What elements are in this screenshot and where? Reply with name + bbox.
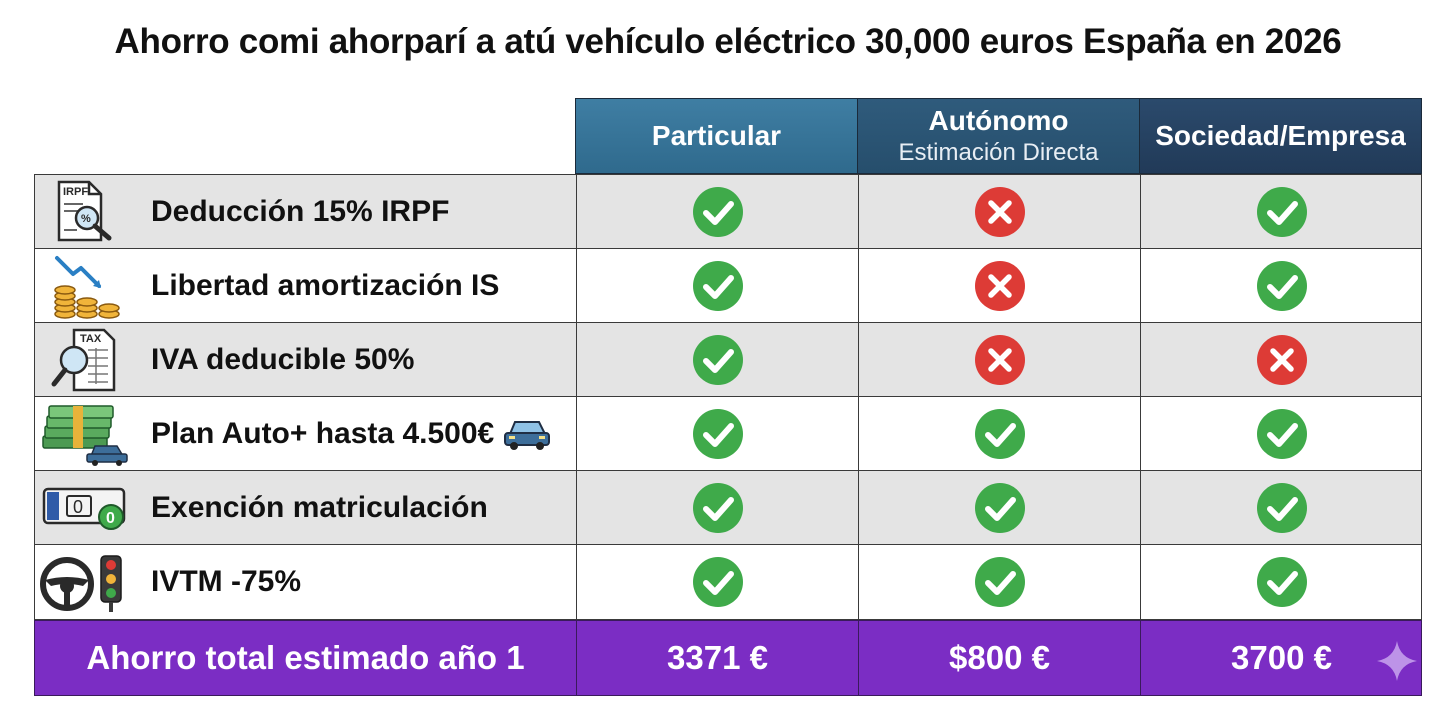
check-icon [692,408,743,459]
check-icon [692,482,743,533]
comparison-table: Particular Autónomo Estimación Directa S… [34,98,1422,696]
check-icon [1256,482,1307,533]
cross-icon [1256,334,1307,385]
row-label: IVTM -75% [151,565,302,598]
sparkle-icon [1377,641,1417,681]
check-icon [974,408,1025,459]
check-icon [692,186,743,237]
cross-icon [974,334,1025,385]
total-value-sociedad: 3700 € [1140,621,1422,695]
check-icon [974,557,1025,607]
coins-chart-icon [35,249,135,322]
check-icon [692,334,743,385]
page-title: Ahorro comi ahorparí a atú vehículo eléc… [114,22,1342,61]
table-row: Plan Auto+ hasta 4.500€ [34,396,1422,471]
row-label: Exención matriculación [151,490,488,524]
svg-text:0: 0 [73,497,83,517]
table-row: Libertad amortización IS [34,248,1422,323]
svg-text:%: % [81,213,91,225]
column-header-sublabel: Estimación Directa [898,139,1099,166]
cross-icon [974,186,1025,237]
table-row: IRPF % Deducción 15% IRPF [34,174,1422,249]
svg-text:IRPF: IRPF [63,186,88,198]
total-value-particular: 3371 € [576,621,858,695]
svg-text:TAX: TAX [80,333,102,345]
row-label: IVA deducible 50% [151,342,415,376]
table-row: IVTM -75% [34,544,1422,620]
row-label: Libertad amortización IS [151,268,500,302]
svg-text:0: 0 [106,510,115,527]
column-header-label: Autónomo [928,105,1069,136]
column-header-label: Particular [651,120,782,151]
cross-icon [974,260,1025,311]
check-icon [692,557,743,607]
column-header-particular: Particular [575,98,858,174]
money-car-icon [35,397,135,470]
total-row: Ahorro total estimado año 1 3371 € $800 … [34,620,1422,696]
steering-traffic-icon [35,545,135,619]
table-row: 0 0 Exención matriculación [34,470,1422,545]
car-icon [502,416,552,452]
column-header-autonomo: Autónomo Estimación Directa [857,98,1140,174]
total-value-autonomo: $800 € [858,621,1140,695]
total-label: Ahorro total estimado año 1 [86,639,525,676]
column-header-label: Sociedad/Empresa [1155,120,1406,151]
check-icon [1256,408,1307,459]
license-plate-icon: 0 0 [35,471,135,544]
check-icon [692,260,743,311]
irpf-document-icon: IRPF % [35,175,135,248]
table-row: TAX IVA deducible 50% [34,322,1422,397]
tax-document-icon: TAX [35,323,135,396]
column-header-sociedad: Sociedad/Empresa [1139,98,1422,174]
row-label: Deducción 15% IRPF [151,194,450,228]
check-icon [1256,260,1307,311]
check-icon [1256,186,1307,237]
row-label: Plan Auto+ hasta 4.500€ [151,416,495,450]
check-icon [1256,557,1307,607]
check-icon [974,482,1025,533]
